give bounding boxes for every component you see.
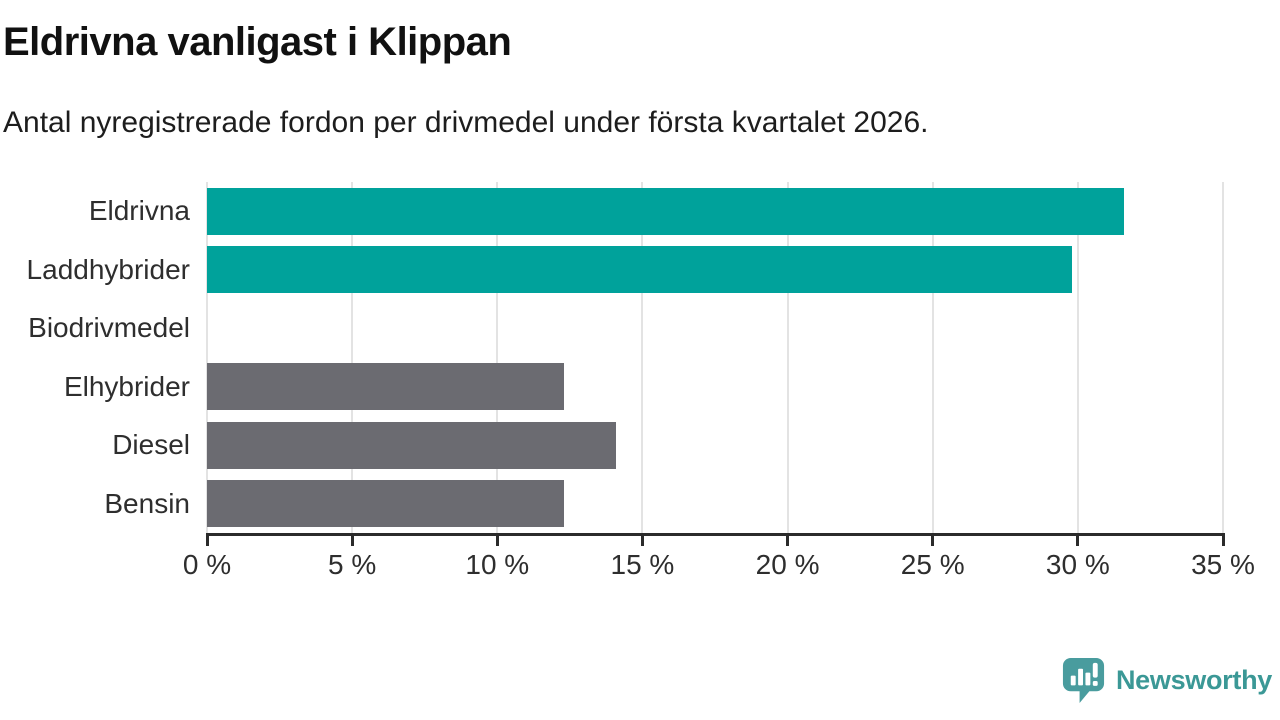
gridline <box>496 182 499 533</box>
newsworthy-logo-text: Newsworthy <box>1115 665 1272 695</box>
y-axis-label: Eldrivna <box>88 195 190 227</box>
y-axis-label: Bensin <box>104 487 190 519</box>
bar-elhybrider <box>207 363 565 411</box>
y-axis-label: Diesel <box>112 429 190 461</box>
x-axis-tick <box>1221 533 1225 546</box>
x-axis-tick-label: 25 % <box>900 549 965 580</box>
y-axis-labels: Eldrivna Laddhybrider Biodrivmedel Elhybrid… <box>0 182 190 533</box>
x-axis-tick-label: 10 % <box>465 549 530 580</box>
x-axis-tick-label: 15 % <box>610 549 675 580</box>
x-axis-tick-label: 30 % <box>1045 549 1110 580</box>
gridline <box>931 182 934 533</box>
x-axis-tick <box>205 533 209 546</box>
bar-bensin <box>207 480 565 528</box>
gridline <box>786 182 789 533</box>
x-axis-tick <box>640 533 644 546</box>
newsworthy-speech-bubble-chart-icon <box>1060 656 1107 705</box>
gridline <box>1222 182 1224 533</box>
x-axis-tick <box>931 533 935 546</box>
y-axis-label: Biodrivmedel <box>28 312 190 344</box>
x-axis-tick <box>495 533 499 546</box>
y-axis-label: Laddhybrider <box>26 253 190 285</box>
x-axis-tick-label: 20 % <box>755 549 820 580</box>
x-axis-line <box>206 533 1225 536</box>
y-axis-label: Elhybrider <box>63 370 190 402</box>
gridline <box>351 182 354 533</box>
x-axis-tick <box>786 533 790 546</box>
bar-chart-plot-area <box>206 182 1224 533</box>
gridline <box>641 182 644 533</box>
x-axis-tick-label: 0 % <box>182 549 232 580</box>
bar-laddhybrider <box>207 246 1073 294</box>
bar-diesel <box>207 421 617 469</box>
x-axis-tick <box>1076 533 1080 546</box>
bar-eldrivna <box>207 187 1125 235</box>
newsworthy-logo: Newsworthy <box>1060 656 1272 705</box>
x-axis-tick <box>350 533 354 546</box>
x-axis-tick-label: 5 % <box>328 549 377 580</box>
x-axis-tick-label: 35 % <box>1191 549 1255 580</box>
chart-title: Eldrivna vanligast i Klippan <box>3 20 512 64</box>
gridline <box>1076 182 1079 533</box>
chart-subtitle: Antal nyregistrerade fordon per drivmede… <box>3 106 929 139</box>
gridline <box>206 182 208 533</box>
